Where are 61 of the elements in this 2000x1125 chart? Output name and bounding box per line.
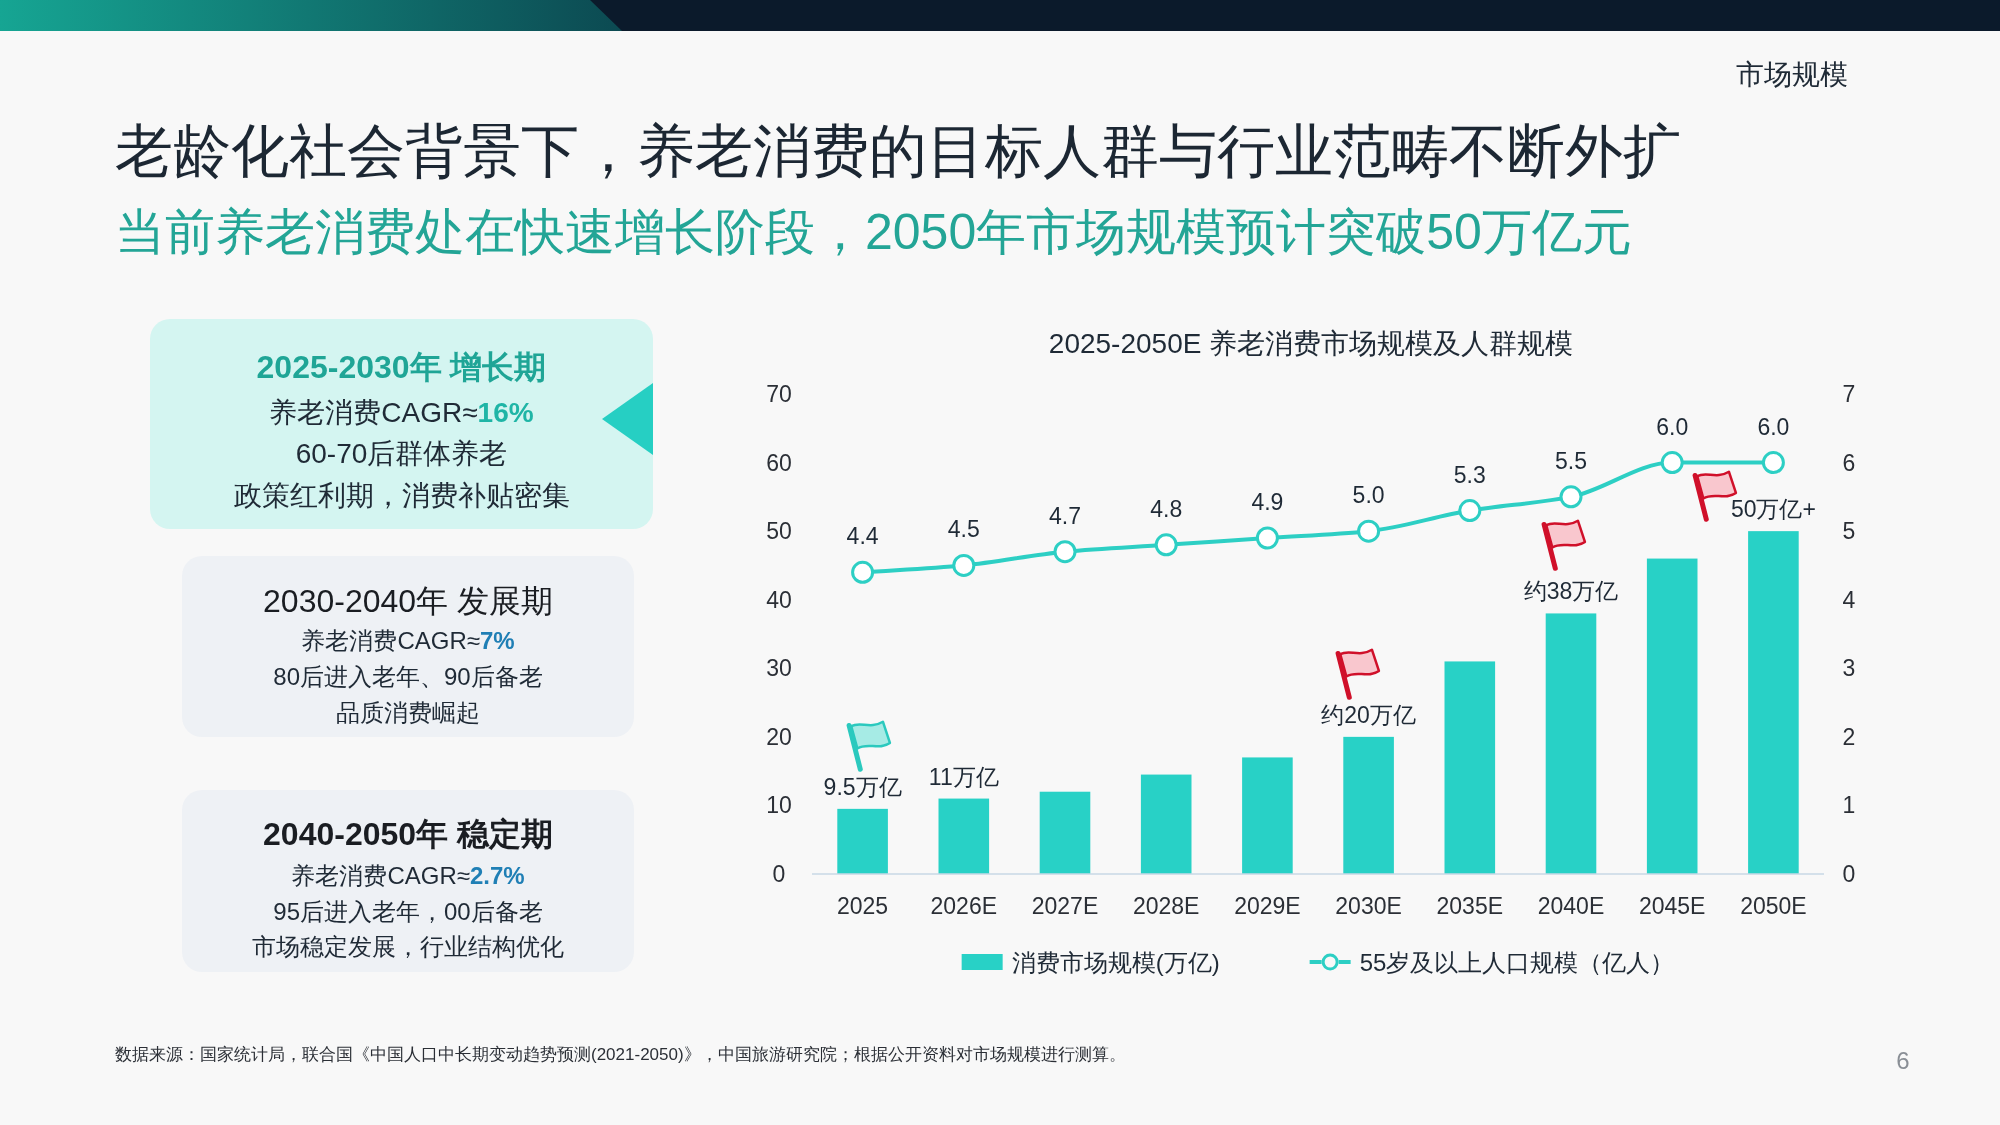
data-label: 约38万亿 [1523, 578, 1619, 605]
data-label: 50万亿+ [1730, 496, 1816, 523]
xtick: 2045E [1638, 893, 1706, 919]
data-label: 9.5万亿 [823, 773, 902, 800]
annotation: 6 [1896, 1046, 1910, 1074]
xtick: 2026E [930, 893, 998, 919]
subtitle: 当前养老消费处在快速增长阶段，2050年市场规模预计突破50万亿元 [115, 204, 1632, 260]
data-label: 5.3 [1453, 461, 1486, 488]
annotation: 养老消费CAGR≈2.7% [291, 861, 525, 889]
xtick: 2029E [1234, 893, 1301, 919]
legend-label: 消费市场规模(万亿) [1011, 948, 1220, 976]
ytick: 60 [766, 449, 792, 476]
data-label: 11万亿 [928, 763, 999, 790]
data-label: 约20万亿 [1321, 701, 1416, 728]
data-label: 6.0 [1757, 413, 1790, 440]
data-label: 6.0 [1656, 413, 1689, 440]
ytick: 10 [766, 792, 792, 819]
y2tick: 5 [1842, 518, 1856, 545]
xtick: 2035E [1436, 893, 1504, 919]
ytick: 20 [766, 723, 792, 750]
legend-label: 55岁及以上人口规模（亿人） [1359, 948, 1675, 976]
annotation: 养老消费CAGR≈16% [269, 396, 534, 428]
title: 2025-2030年 增长期 [256, 349, 547, 385]
ytick: 50 [766, 518, 792, 545]
xtick: 2027E [1031, 893, 1099, 919]
y2tick: 6 [1842, 449, 1856, 476]
title: 老龄化社会背景下，养老消费的目标人群与行业范畴不断外扩 [115, 117, 1681, 183]
data-label: 4.5 [947, 516, 980, 543]
xtick: 2040E [1537, 893, 1605, 919]
data-label: 5.5 [1555, 447, 1587, 474]
ytick: 30 [766, 655, 792, 682]
y2tick: 4 [1842, 586, 1856, 613]
title: 2040-2050年 稳定期 [263, 816, 553, 852]
data-label: 4.9 [1251, 489, 1284, 515]
annotation: 养老消费CAGR≈7% [301, 626, 515, 654]
annotation: 80后进入老年、90后备老 [273, 662, 543, 690]
y2tick: 7 [1842, 381, 1856, 407]
y2tick: 0 [1842, 861, 1856, 887]
annotation: 市场规模 [1736, 58, 1848, 90]
annotation: 品质消费崛起 [336, 698, 480, 726]
xtick: 2028E [1132, 893, 1200, 919]
data-label: 4.7 [1049, 502, 1081, 529]
ytick: 0 [772, 861, 786, 887]
xtick: 2030E [1335, 893, 1402, 919]
annotation: 95后进入老年，00后备老 [273, 897, 543, 925]
title: 2030-2040年 发展期 [263, 583, 553, 619]
y2tick: 3 [1842, 655, 1856, 682]
xtick: 2050E [1740, 893, 1807, 919]
ytick: 70 [766, 381, 792, 407]
annotation: 政策红利期，消费补贴密集 [233, 479, 570, 511]
data-label: 4.8 [1150, 495, 1183, 522]
annotation: 数据来源：国家统计局，联合国《中国人口中长期变动趋势预测(2021-2050)》，中国旅游研究院；根据公开资料对市场规模进行测算。 [115, 1044, 1126, 1064]
ytick: 40 [766, 586, 792, 613]
chart-title: 2025-2050E 养老消费市场规模及人群规模 [1048, 327, 1574, 359]
data-label: 4.4 [846, 523, 879, 550]
annotation: 60-70后群体养老 [295, 437, 508, 469]
y2tick: 1 [1842, 792, 1856, 819]
xtick: 2025 [837, 893, 889, 919]
data-label: 5.0 [1352, 482, 1385, 509]
annotation: 市场稳定发展，行业结构优化 [252, 932, 564, 960]
y2tick: 2 [1842, 723, 1856, 750]
